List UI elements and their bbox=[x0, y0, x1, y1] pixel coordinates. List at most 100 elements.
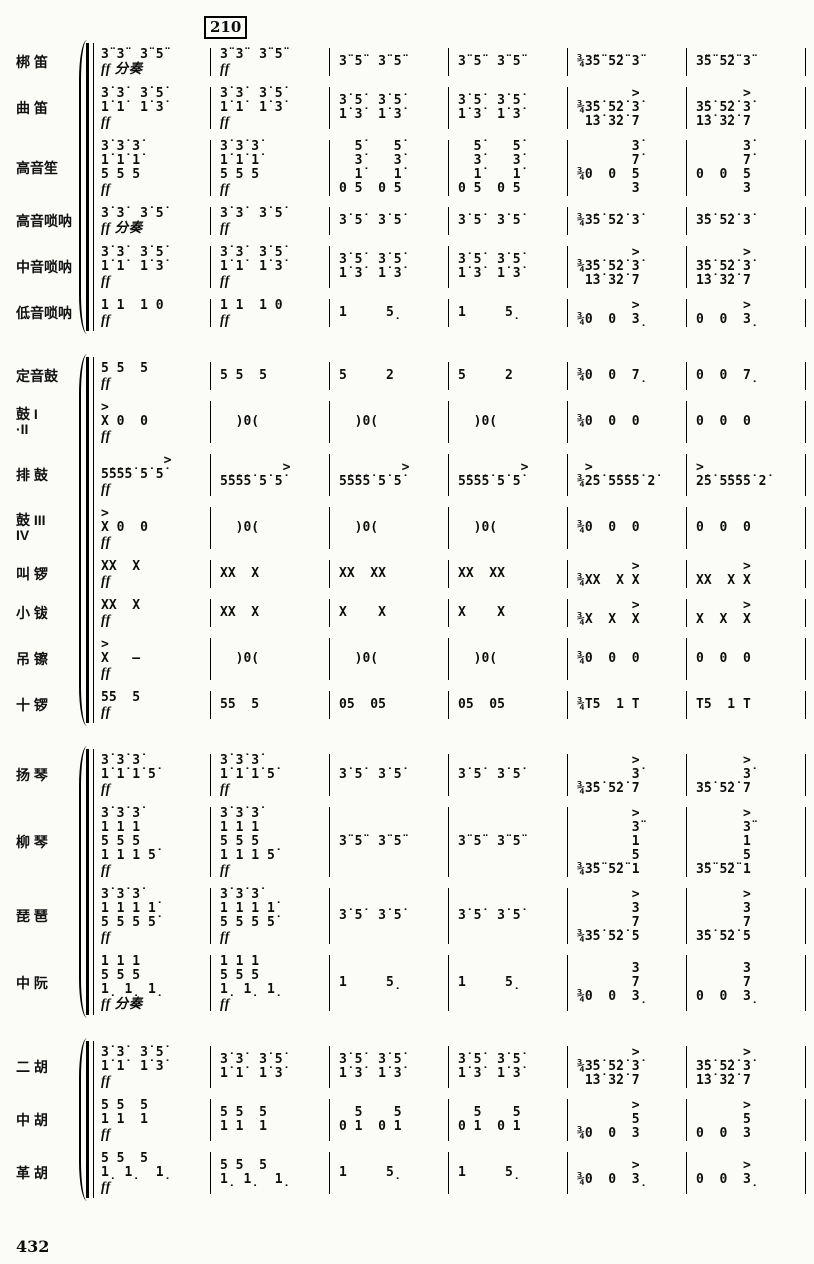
dynamic-marking: ff bbox=[220, 781, 230, 796]
notation-line: 1 5̣ bbox=[458, 975, 521, 990]
notation-line: 3 bbox=[696, 901, 751, 916]
dynamic-marking: ff bbox=[101, 428, 111, 443]
dynamic-marking: ff bbox=[101, 481, 111, 496]
notation-line: 3̇ 3̇ 3̇ bbox=[220, 887, 260, 902]
notation-line: ¾XX X X bbox=[577, 573, 640, 588]
notation-line: 5̇5̇5̇5̇ 5̇ 5̇ bbox=[101, 467, 164, 482]
notation-line: 1 1 1 1̇ bbox=[101, 901, 156, 916]
notation-line: 1̇ 1̇ 1̇ 3̇ bbox=[220, 1066, 283, 1081]
instrument-row: 曲 笛 3̇ 3̇ 3̇ 5̇ 1̇ 1̇ 1̇ 3̇ ff 3̇ 3̇ 3̇ 5̇ 1̇… bbox=[16, 81, 806, 134]
instrument-label: 低音唢呐 bbox=[16, 304, 72, 321]
measure: >5̇5̇5̇5̇ 5̇ 5̇ ff bbox=[92, 454, 211, 496]
notation-line: ¾0 0 0 bbox=[577, 414, 640, 429]
notation-line: 3̇ 3̇ 3̇ bbox=[101, 887, 141, 902]
dynamic-marking: ff bbox=[220, 273, 230, 288]
measure: >5̇5̇5̇5̇ 5̇ 5̇ bbox=[211, 454, 330, 496]
dynamic-marking: ff bbox=[101, 114, 111, 129]
notation-line: 5 5 5 bbox=[220, 834, 260, 849]
notation-line: 3̇ 3̇ 3̇ 5̇ bbox=[101, 206, 164, 221]
notation-line: 1̇ 3̇ 1̇ 3̇ bbox=[458, 266, 521, 281]
notation-line: 3̇ 5̇ 3̇ 5̇ bbox=[458, 767, 521, 782]
notation-line: > bbox=[696, 1158, 751, 1173]
notation-line: ¾3̇5̇ 5̇2̇ 5 bbox=[577, 929, 640, 944]
instrument-label: 中 阮 bbox=[16, 974, 48, 991]
notation-line: 3̇ 3̇ 3̇ 5̇ bbox=[220, 206, 283, 221]
measure: ¾0 0 0 bbox=[568, 638, 687, 680]
notation-line: )0( bbox=[458, 520, 498, 535]
notation-line: 1̇3̇ 3̇2̇ 7 bbox=[696, 1073, 751, 1088]
notation-line: 7̇ bbox=[696, 153, 751, 168]
instrument-row: 梆 笛 3̈ 3̈ 3̈ 5̈ ff 分奏 3̈ 3̈ 3̈ 5̈ ff 3̈ 5̈ 3̈… bbox=[16, 42, 806, 81]
notation-line: 0 5 0 5 bbox=[458, 181, 521, 196]
measure: XX X bbox=[211, 560, 330, 588]
instrument-row: 排 鼓 >5̇5̇5̇5̇ 5̇ 5̇ ff >5̇5̇5̇5̇ 5̇ 5̇ >5… bbox=[16, 448, 806, 501]
measure: 3̇ 3̇ 3̇ 5̇ 1̇ 1̇ 1̇ 3̇ ff bbox=[92, 246, 211, 288]
notation-line: 1 1 1 bbox=[220, 954, 260, 969]
notation-line: ¾0 0 0 bbox=[577, 520, 640, 535]
notation-line: ¾0 0 3̣ bbox=[577, 312, 648, 327]
rehearsal-mark: 210 bbox=[204, 16, 248, 39]
measure: 3̇ 3̇ 3̇ 1̇ 1̇ 1̇ 5̇ ff bbox=[92, 754, 211, 796]
notation-line: 5 5 5 bbox=[220, 968, 260, 983]
notation-line: 5 bbox=[577, 848, 640, 863]
system-brace bbox=[79, 354, 89, 726]
notation-line: 1̇3̇ 3̇2̇ 7 bbox=[696, 273, 751, 288]
measure: 5 2 bbox=[449, 362, 568, 390]
notation-line: 1̇3̇ 3̇2̇ 7 bbox=[696, 114, 751, 129]
notation-line: 3̇ 3̇ 3̇ 5̇ bbox=[220, 245, 283, 260]
measure: 3̇ 5̇ 3̇ 5̇ 1̇ 3̇ 1̇ 3̇ bbox=[330, 87, 449, 129]
notation-line: 3̇ 5̇ 3̇ 5̇ bbox=[458, 908, 521, 923]
dynamic-marking: ff bbox=[101, 375, 111, 390]
instrument-label: 吊 镲 bbox=[16, 650, 48, 667]
notation-line: 3̇ 5̇ 3̇ 5̇ bbox=[458, 252, 521, 267]
notation-line: 3̇ 5̇ 3̇ 5̇ bbox=[339, 908, 402, 923]
notation-line: ¾3̇5̇ 5̇2̇ 3̇ bbox=[577, 213, 640, 228]
measure: XX XX bbox=[330, 560, 449, 588]
measure: 1 5̣ bbox=[330, 955, 449, 1011]
notation-line: > bbox=[577, 1098, 640, 1113]
notation-line: ¾3̇5̇ 5̇2̇ 3̇ bbox=[577, 259, 640, 274]
notation-line: > bbox=[577, 1045, 640, 1060]
measure: >3̇5̇ 5̇2̇ 3̇ 1̇3̇ 3̇2̇ 7 bbox=[687, 1046, 806, 1088]
measure: 3̇ 3̇ 3̇ 1̇ 1̇ 1̇ 5 5 5 ff bbox=[211, 140, 330, 196]
measure: 3̇ 3̇ 3̇ 5̇ ff 分奏 bbox=[92, 207, 211, 235]
notation-line: ¾0 0 3̣ bbox=[577, 1172, 648, 1187]
notation-line: 3̈5̈ 5̈2̈ 3̈ bbox=[696, 54, 751, 69]
measure: 3̇ 5̇ 3̇ 5̇ bbox=[330, 888, 449, 944]
notation-line: 0 0 7̣ bbox=[696, 368, 759, 383]
measure: 3̇5̇ 5̇2̇ 3̇ bbox=[687, 207, 806, 235]
measure: > 3 7 3̇5̇ 5̇2̇ 5 bbox=[687, 888, 806, 944]
notation-line: 1̇ 1̇ 1̇ 5̇ bbox=[220, 767, 275, 782]
notation-line: )0( bbox=[458, 414, 498, 429]
notation-line: 3̇ 5̇ 3̇ 5̇ bbox=[339, 93, 402, 108]
measure: )0( bbox=[211, 638, 330, 680]
notation-line: 5 5 5 bbox=[101, 834, 141, 849]
instrument-row: 鼓 I ·II > X 0 0 ff )0( )0( )0(¾0 0 0 0 0 0 bbox=[16, 395, 806, 448]
notation-line: X X X bbox=[696, 612, 751, 627]
notation-line: 3̈ 3̈ 3̈ 5̈ bbox=[101, 47, 164, 62]
notation-line: 3̇ bbox=[696, 767, 751, 782]
measure: 3̈ 3̈ 3̈ 5̈ ff 分奏 bbox=[92, 48, 211, 76]
notation-line: 5̇5̇5̇5̇ 5̇ 5̇ bbox=[458, 474, 521, 489]
notation-line: 5 bbox=[696, 848, 751, 863]
system-plucked: 扬 琴 3̇ 3̇ 3̇ 1̇ 1̇ 1̇ 5̇ ff 3̇ 3̇ 3̇ 1̇ 1̇ 1̇… bbox=[6, 746, 806, 1018]
notation-line: 5 5 5 bbox=[101, 1151, 148, 1166]
notation-line: 1̇ 1̇ 1̇ 3̇ bbox=[220, 100, 283, 115]
notation-line: 1̇ 3̇ 1̇ 3̇ bbox=[458, 107, 521, 122]
notation-line: > bbox=[101, 637, 109, 652]
notation-line: T5 1 T bbox=[696, 697, 751, 712]
measure: > 3 7 ¾3̇5̇ 5̇2̇ 5 bbox=[568, 888, 687, 944]
measure: T5 1 T bbox=[687, 691, 806, 719]
measures: 1 1 1 0 ff 1 1 1 0 ff 1 5̣ 1 5̣ > ¾0 0 3̣ >0 0… bbox=[92, 299, 806, 327]
notation-line: )0( bbox=[339, 414, 379, 429]
notation-line: 5 5 5 bbox=[101, 968, 141, 983]
notation-line: > bbox=[696, 806, 751, 821]
measure: > X 0 0 ff bbox=[92, 401, 211, 443]
notation-line: 05 05 bbox=[458, 697, 505, 712]
measure: > X 0 0 ff bbox=[92, 507, 211, 549]
notation-line: 0 0 0 bbox=[696, 414, 751, 429]
